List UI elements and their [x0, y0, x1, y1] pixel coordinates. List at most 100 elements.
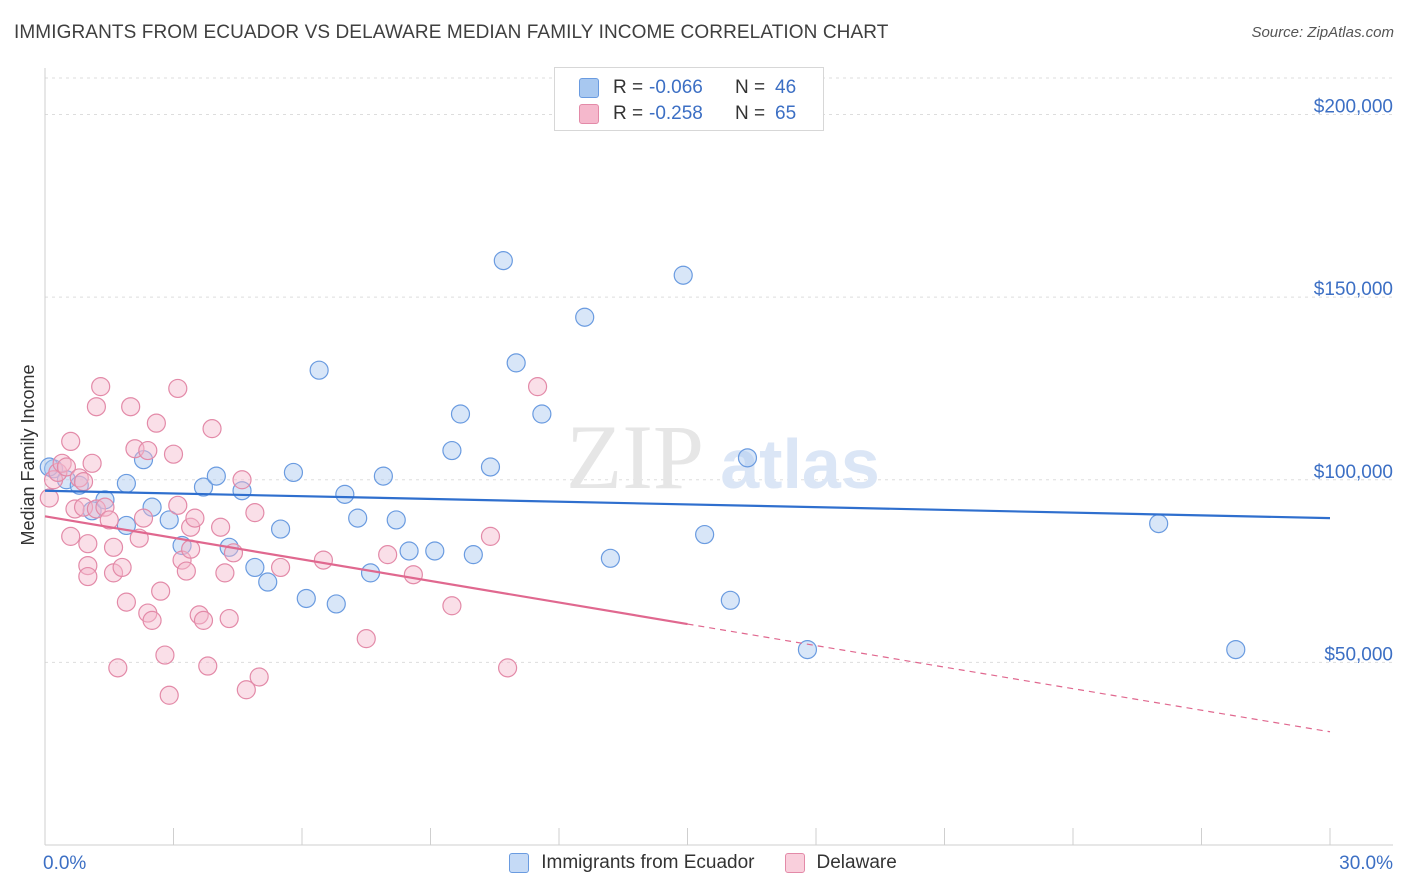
point-delaware: [151, 581, 171, 601]
points: [39, 251, 1246, 705]
point-ecuador: [737, 448, 758, 468]
point-delaware: [498, 658, 518, 678]
point-delaware: [103, 537, 124, 557]
watermark-zip: ZIP: [566, 406, 704, 508]
source-label: Source: ZipAtlas.com: [1251, 24, 1394, 41]
x-tick-label: 0.0%: [43, 853, 86, 874]
point-delaware: [142, 610, 162, 630]
point-delaware: [270, 557, 291, 578]
point-ecuador: [506, 353, 526, 373]
axes: [44, 68, 1393, 846]
point-delaware: [56, 457, 77, 477]
point-ecuador: [493, 251, 513, 271]
point-delaware: [163, 444, 184, 464]
point-ecuador: [258, 572, 278, 592]
point-ecuador: [386, 510, 406, 530]
point-delaware: [61, 526, 81, 546]
r-value: -0.258: [649, 103, 703, 124]
point-delaware: [236, 680, 256, 700]
point-delaware: [181, 517, 201, 537]
series-legend: Immigrants from Ecuador Delaware: [0, 852, 1406, 874]
point-delaware: [138, 440, 158, 461]
point-ecuador: [245, 557, 265, 578]
point-ecuador: [1149, 513, 1169, 534]
n-value: 65: [775, 103, 797, 124]
y-axis-label: Median Family Income: [18, 364, 38, 545]
point-delaware: [39, 488, 59, 508]
point-delaware: [159, 685, 179, 705]
point-delaware: [215, 563, 235, 583]
point-ecuador: [193, 477, 214, 497]
point-ecuador: [270, 519, 291, 539]
trendline-ecuador: [44, 489, 1331, 520]
point-delaware: [378, 545, 398, 565]
point-ecuador: [425, 541, 445, 561]
point-delaware: [176, 561, 196, 581]
watermark: ZIP atlas: [566, 406, 880, 508]
point-delaware: [95, 497, 115, 517]
point-delaware: [78, 555, 98, 576]
point-delaware: [198, 656, 218, 676]
chart-title: IMMIGRANTS FROM ECUADOR VS DELAWARE MEDI…: [14, 22, 889, 43]
point-delaware: [232, 470, 252, 490]
point-delaware: [146, 413, 166, 433]
point-delaware: [168, 495, 188, 515]
point-ecuador: [720, 590, 740, 610]
point-ecuador: [348, 508, 368, 528]
legend-item-ecuador[interactable]: Immigrants from Ecuador: [509, 852, 755, 874]
n-label: N =: [735, 77, 766, 98]
y-tick-label: $200,000: [1314, 97, 1393, 118]
point-ecuador: [373, 466, 393, 486]
point-ecuador: [480, 457, 501, 477]
point-ecuador: [600, 548, 621, 568]
point-delaware: [112, 557, 132, 578]
point-delaware: [78, 566, 98, 587]
point-ecuador: [335, 484, 355, 504]
point-delaware: [91, 377, 111, 397]
r-value: -0.066: [649, 77, 703, 98]
point-delaware: [155, 645, 175, 665]
n-value: 46: [775, 77, 797, 98]
legend-swatch-ecuador: [509, 853, 530, 873]
watermark-atlas: atlas: [720, 425, 880, 503]
r-label: R =: [613, 77, 644, 98]
point-delaware: [202, 419, 222, 439]
point-delaware: [78, 534, 98, 554]
point-ecuador: [450, 404, 471, 424]
point-ecuador: [463, 545, 483, 565]
point-delaware: [313, 550, 334, 570]
point-delaware: [116, 592, 136, 612]
point-delaware: [82, 453, 102, 473]
legend-row-ecuador: R = -0.066 N = 46: [579, 76, 796, 100]
point-ecuador: [283, 462, 304, 483]
legend-item-delaware[interactable]: Delaware: [784, 852, 897, 874]
point-ecuador: [326, 594, 346, 614]
point-delaware: [249, 667, 269, 687]
point-ecuador: [309, 360, 329, 380]
trendlines: [44, 489, 1331, 733]
point-ecuador: [442, 440, 462, 461]
point-ecuador: [532, 404, 552, 424]
point-delaware: [86, 397, 107, 417]
point-ecuador: [206, 466, 226, 486]
point-ecuador: [673, 265, 693, 285]
point-delaware: [245, 503, 265, 523]
point-delaware: [121, 397, 141, 417]
point-delaware: [211, 517, 231, 537]
point-delaware: [403, 565, 423, 585]
legend-swatch-delaware: [784, 853, 805, 873]
point-ecuador: [695, 524, 715, 545]
point-delaware: [133, 508, 154, 528]
y-tick-label: $150,000: [1314, 279, 1393, 300]
trendline-delaware: [44, 515, 688, 626]
point-delaware: [61, 431, 81, 452]
point-ecuador: [296, 588, 316, 609]
point-ecuador: [159, 510, 179, 530]
point-ecuador: [399, 541, 419, 561]
gridlines: [45, 77, 1393, 663]
legend-swatch-delaware: [579, 104, 599, 124]
point-delaware: [185, 508, 205, 528]
point-ecuador: [1226, 639, 1246, 660]
point-delaware: [108, 658, 128, 678]
